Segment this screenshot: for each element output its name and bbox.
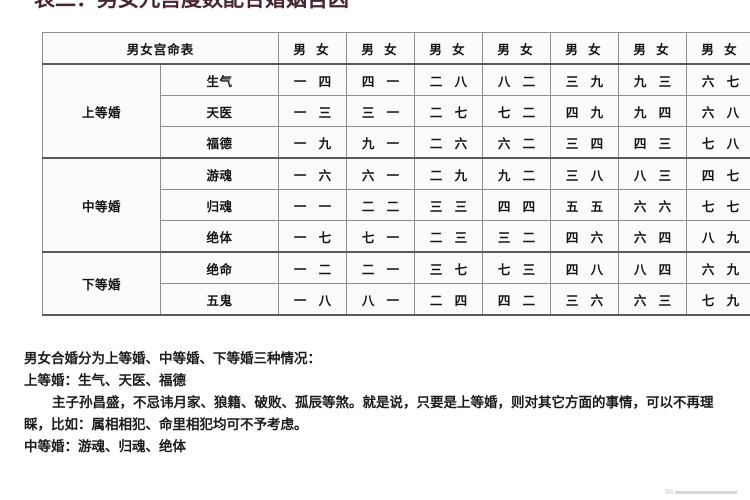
table-cell-value: 二 八 — [414, 63, 484, 96]
table-cell-value: 三 八 — [550, 157, 620, 190]
explanation-text: 男女合婚分为上等婚、中等婚、下等婚三种情况： 上等婚：生气、天医、福德 主子孙昌… — [24, 348, 740, 458]
table-cell-value: 七 七 — [686, 189, 750, 221]
prose-line-1: 男女合婚分为上等婚、中等婚、下等婚三种情况： — [24, 351, 321, 367]
table-cell-value: 二 二 — [346, 189, 416, 221]
table-row-label: 福德 — [159, 126, 280, 159]
table-cell-value: 七 二 — [482, 95, 552, 127]
table-cell-value: 七 八 — [686, 126, 750, 159]
table-cell-value: 二 四 — [414, 283, 484, 316]
table-cell-value: 八 二 — [482, 63, 552, 96]
table-cell-value: 三 二 — [482, 220, 552, 253]
table-cell-value: 九 四 — [618, 95, 688, 127]
table-cell-value: 六 八 — [686, 95, 750, 127]
table-cell-value: 四 八 — [550, 251, 620, 284]
table-cell-value: 九 二 — [482, 157, 552, 190]
table-cell-value: 一 七 — [278, 220, 348, 253]
table-group-label: 下等婚 — [42, 251, 161, 316]
table-cell-value: 八 四 — [618, 251, 688, 284]
table-cell-value: 六 一 — [346, 157, 416, 190]
table-cell-value: 四 七 — [686, 157, 750, 190]
table-cell-value: 二 三 — [414, 220, 484, 253]
table-column-header: 男 女 — [686, 32, 750, 65]
prose-line-2: 上等婚：生气、天医、福德 — [24, 373, 186, 389]
table-column-header: 男 女 — [618, 32, 688, 65]
table-row-label: 天医 — [159, 95, 280, 127]
table-cell-value: 七 三 — [482, 251, 552, 284]
table-cell-value: 六 二 — [482, 126, 552, 159]
table-cell-value: 三 七 — [414, 251, 484, 284]
table-row: 归魂一 一二 二三 三四 四五 五六 六七 七八 八 — [43, 189, 750, 221]
table-cell-value: 二 一 — [346, 251, 416, 284]
table-column-header: 男 女 — [550, 32, 620, 65]
table-cell-value: 四 四 — [482, 189, 552, 221]
table-cell-value: 四 六 — [550, 220, 620, 253]
table-cell-value: 一 一 — [278, 189, 348, 221]
table-cell-value: 五 五 — [550, 189, 620, 221]
table-cell-value: 六 三 — [618, 283, 688, 316]
table-column-header: 男 女 — [278, 32, 348, 65]
table-cell-value: 一 二 — [278, 251, 348, 284]
table-cell-value: 一 九 — [278, 126, 348, 159]
table-row: 福德一 九九 一二 六六 二三 四四 三七 八八 七 — [43, 126, 750, 159]
table-cell-value: 三 三 — [414, 189, 484, 221]
table-cell-value: 二 七 — [414, 95, 484, 127]
table-cell-value: 六 九 — [686, 251, 750, 284]
table-cell-value: 三 六 — [550, 283, 620, 316]
table-cell-value: 六 四 — [618, 220, 688, 253]
table-cell-value: 八 九 — [686, 220, 750, 253]
table-corner-header: 男女宫命表 — [41, 32, 280, 65]
table-group-label: 中等婚 — [42, 157, 161, 253]
table-cell-value: 八 三 — [618, 157, 688, 190]
table-cell-value: 三 九 — [550, 63, 620, 96]
page-title: 表二：男女九宫度数配合婚姻吉凶 — [34, 0, 349, 13]
table-column-header: 男 女 — [482, 32, 552, 65]
table-cell-value: 六 六 — [618, 189, 688, 221]
table-cell-value: 九 三 — [618, 63, 688, 96]
table-row: 绝体一 七七 一二 三三 二四 六六 四八 九九 八 — [43, 220, 750, 253]
table-cell-value: 六 七 — [686, 63, 750, 96]
table-cell-value: 一 三 — [278, 95, 348, 127]
table-cell-value: 九 一 — [346, 126, 416, 159]
table-column-header: 男 女 — [414, 32, 484, 65]
scan-artifact-line — [675, 491, 737, 494]
table-cell-value: 一 六 — [278, 157, 348, 190]
table-row-label: 归魂 — [159, 189, 280, 221]
page-title-strip: 表二：男女九宫度数配合婚姻吉凶 — [0, 0, 750, 14]
table-row-label: 绝体 — [159, 220, 280, 253]
table-row-label: 游魂 — [159, 157, 280, 190]
table-cell-value: 三 一 — [346, 95, 416, 127]
table-cell-value: 四 一 — [346, 63, 416, 96]
table-cell-value: 一 八 — [278, 283, 348, 316]
table-cell-value: 一 四 — [278, 63, 348, 96]
table-cell-value: 四 二 — [482, 283, 552, 316]
table-cell-value: 四 九 — [550, 95, 620, 127]
table-cell-value: 二 九 — [414, 157, 484, 190]
table-row-label: 五鬼 — [159, 283, 280, 316]
table-row-label: 绝命 — [159, 251, 280, 284]
table-group-label: 上等婚 — [42, 63, 161, 159]
table-cell-value: 三 四 — [550, 126, 620, 159]
table-cell-value: 八 一 — [346, 283, 416, 316]
prose-line-4: 中等婚：游魂、归魂、绝体 — [24, 439, 186, 455]
table-cell-value: 四 三 — [618, 126, 688, 159]
table-cell-value: 二 六 — [414, 126, 484, 159]
scan-artifact-dot — [665, 489, 673, 494]
table-row: 天医一 三三 一二 七七 二四 九九 四六 八八 六 — [43, 95, 750, 127]
table-column-header: 男 女 — [346, 32, 416, 65]
table-row: 五鬼一 八八 一二 四四 二三 六六 三七 九九 七 — [43, 283, 750, 316]
table-row-label: 生气 — [159, 63, 280, 96]
table-cell-value: 七 九 — [686, 283, 750, 316]
table-cell-value: 七 一 — [346, 220, 416, 253]
prose-line-3: 主子孙昌盛，不忌讳月家、狼籍、破败、孤辰等煞。就是说，只要是上等婚，则对其它方面… — [24, 395, 714, 433]
